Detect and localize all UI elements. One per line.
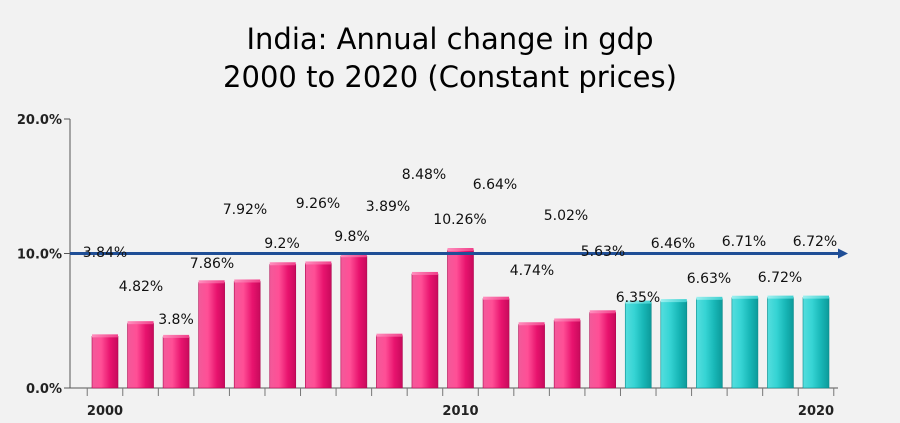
data-label: 9.8% (334, 229, 370, 245)
bar (696, 296, 723, 389)
chart-title: India: Annual change in gdp (246, 22, 654, 56)
bar (731, 295, 759, 389)
bar (482, 296, 510, 389)
data-label: 3.8% (158, 312, 194, 328)
y-tick-label: 0.0% (26, 382, 62, 397)
bar-top (767, 295, 794, 299)
bar-top (198, 280, 225, 284)
bar-body (198, 281, 225, 389)
bar-body (589, 311, 617, 389)
y-tick-label: 20.0% (17, 113, 62, 128)
bar-body (304, 263, 332, 389)
bar-body (91, 336, 119, 389)
bar (624, 300, 652, 389)
chart-subtitle: 2000 to 2020 (Constant prices) (223, 60, 677, 94)
bar-body (411, 273, 439, 389)
bar-top (269, 262, 296, 266)
data-labels: 3.84% 4.82% 3.8% 7.86% 7.92% 9.2% 9.26% 9.8% 3.8… (83, 167, 837, 328)
bar-body (233, 281, 261, 389)
bar-top (163, 334, 190, 338)
bar-top (731, 295, 758, 299)
bar (589, 310, 617, 389)
data-label: 5.63% (581, 244, 625, 260)
bar (269, 262, 297, 389)
bar (553, 318, 581, 389)
bar-body (269, 263, 297, 389)
bar (802, 295, 830, 389)
bar-body (447, 249, 474, 389)
data-label: 7.86% (190, 256, 234, 272)
bar-top (803, 295, 829, 299)
bar (340, 254, 368, 389)
bar (447, 248, 474, 389)
bar (767, 295, 794, 389)
bar-top (376, 333, 403, 337)
bar (91, 334, 119, 389)
data-label: 6.72% (758, 270, 802, 286)
bar-body (660, 300, 688, 389)
bar-body (696, 298, 723, 389)
bar-top (234, 279, 261, 283)
bar-body (340, 255, 368, 389)
bar (233, 279, 261, 389)
data-label: 8.48% (402, 167, 446, 183)
data-label: 3.89% (366, 199, 410, 215)
bar-top (589, 310, 616, 314)
bar-top (696, 296, 723, 300)
bar-top (518, 322, 545, 326)
data-label: 4.74% (510, 263, 554, 279)
bar-top (483, 296, 510, 300)
axes: 0.0% 10.0% 20.0% 2000 2010 2020 (17, 113, 838, 419)
bar (198, 280, 225, 389)
data-label: 3.84% (83, 245, 127, 261)
data-label: 6.72% (793, 234, 837, 250)
bar-top (305, 261, 332, 265)
bar-top (660, 299, 687, 303)
data-label: 6.71% (722, 234, 766, 250)
bar-body (553, 320, 581, 389)
bar-body (767, 297, 794, 389)
bar (376, 333, 403, 389)
data-label: 4.82% (119, 279, 163, 295)
bar-top (340, 254, 367, 258)
x-tick-label: 2010 (442, 404, 478, 419)
bar-top (127, 321, 154, 325)
y-tick-label: 10.0% (17, 248, 62, 263)
bar-body (162, 336, 190, 389)
bar-body (482, 298, 510, 389)
data-label: 5.02% (544, 208, 588, 224)
bar (304, 261, 332, 389)
bar (127, 321, 154, 389)
bar-body (624, 302, 652, 389)
bars (91, 248, 830, 389)
bar-top (411, 271, 438, 275)
bar-top (625, 300, 652, 304)
bar-body (518, 323, 545, 389)
data-label: 6.46% (651, 236, 695, 252)
bar (162, 334, 190, 389)
bar-body (376, 335, 403, 389)
data-label: 6.63% (687, 271, 731, 287)
x-tick-label: 2000 (87, 404, 123, 419)
bar-body (802, 297, 830, 389)
bar-body (731, 297, 759, 389)
bar-top (554, 318, 581, 322)
bar (660, 299, 688, 389)
bar (518, 322, 545, 389)
data-label: 6.64% (473, 177, 517, 193)
data-label: 9.26% (296, 196, 340, 212)
x-tick-label: 2020 (798, 404, 834, 419)
data-label: 6.35% (616, 290, 660, 306)
data-label: 7.92% (223, 202, 267, 218)
bar (411, 271, 439, 389)
bar-top (447, 248, 474, 252)
bar-body (127, 322, 154, 389)
data-label: 9.2% (264, 236, 300, 252)
bar-top (92, 334, 118, 338)
data-label: 10.26% (433, 212, 486, 228)
